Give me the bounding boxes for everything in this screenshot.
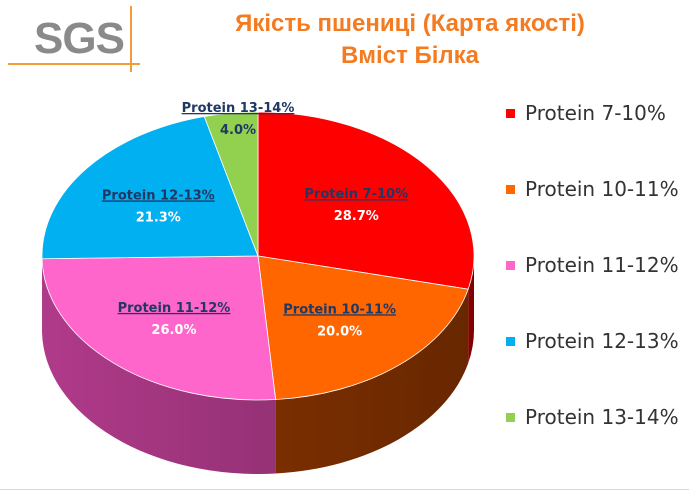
legend-item-protein-11-12: Protein 11-12% <box>506 250 679 280</box>
legend-swatch-protein-13-14 <box>506 412 515 422</box>
sgs-logo-text: SGS <box>34 14 125 63</box>
pie-slice-protein-12-13 <box>41 116 259 260</box>
legend-item-protein-13-14: Protein 13-14% <box>506 402 679 432</box>
slice-value-protein-12-13: 21.3% <box>136 210 181 225</box>
slice-value-protein-13-14: 4.0% <box>220 123 256 138</box>
legend-item-protein-12-13: Protein 12-13% <box>506 326 679 356</box>
pie-side-shade-protein-10-11 <box>275 289 469 474</box>
slice-label-protein-12-13: Protein 12-13% <box>102 188 215 203</box>
logo-accent-vertical-line <box>130 6 132 72</box>
slice-value-protein-10-11: 20.0% <box>317 324 362 339</box>
pie-slice-protein-7-10 <box>257 111 475 290</box>
pie-sides-layer <box>42 256 474 475</box>
slice-label-protein-11-12: Protein 11-12% <box>118 301 231 316</box>
pie-slice-protein-11-12 <box>41 255 277 401</box>
slice-value-protein-7-10: 28.7% <box>334 209 379 224</box>
footer-divider <box>0 489 689 490</box>
pie-side-shade-protein-11-12 <box>42 258 276 475</box>
chart-title-line-2: Вміст Білка <box>340 42 480 69</box>
legend-swatch-protein-10-11 <box>506 184 515 194</box>
legend-label-protein-11-12: Protein 11-12% <box>525 253 679 277</box>
pie-slice-protein-10-11 <box>257 255 469 400</box>
legend-swatch-protein-7-10 <box>506 108 515 118</box>
legend-label-protein-10-11: Protein 10-11% <box>525 177 679 201</box>
slice-label-protein-7-10: Protein 7-10% <box>304 187 408 202</box>
sgs-logo: SGS <box>8 6 140 72</box>
pie-labels-layer: Protein 7-10% 28.7% Protein 10-11% 20.0% Pro… <box>102 101 408 339</box>
pie-tops-layer <box>41 111 475 401</box>
legend-swatch-protein-12-13 <box>506 336 515 346</box>
slice-label-protein-13-14: Protein 13-14% <box>182 101 295 116</box>
legend-label-protein-7-10: Protein 7-10% <box>525 101 666 125</box>
logo-accent-horizontal-line <box>8 63 140 65</box>
pie-slice-protein-13-14 <box>203 111 259 257</box>
legend-item-protein-10-11: Protein 10-11% <box>506 174 679 204</box>
chart-title-line-1: Якість пшениці (Карта якості) <box>235 10 585 37</box>
legend-label-protein-12-13: Protein 12-13% <box>525 329 679 353</box>
legend-label-protein-13-14: Protein 13-14% <box>525 405 679 429</box>
legend-swatch-protein-11-12 <box>506 260 515 270</box>
slice-label-protein-10-11: Protein 10-11% <box>283 302 396 317</box>
pie-side-shade-protein-7-10 <box>468 256 474 364</box>
slice-value-protein-11-12: 26.0% <box>151 323 196 338</box>
legend-item-protein-7-10: Protein 7-10% <box>506 98 666 128</box>
